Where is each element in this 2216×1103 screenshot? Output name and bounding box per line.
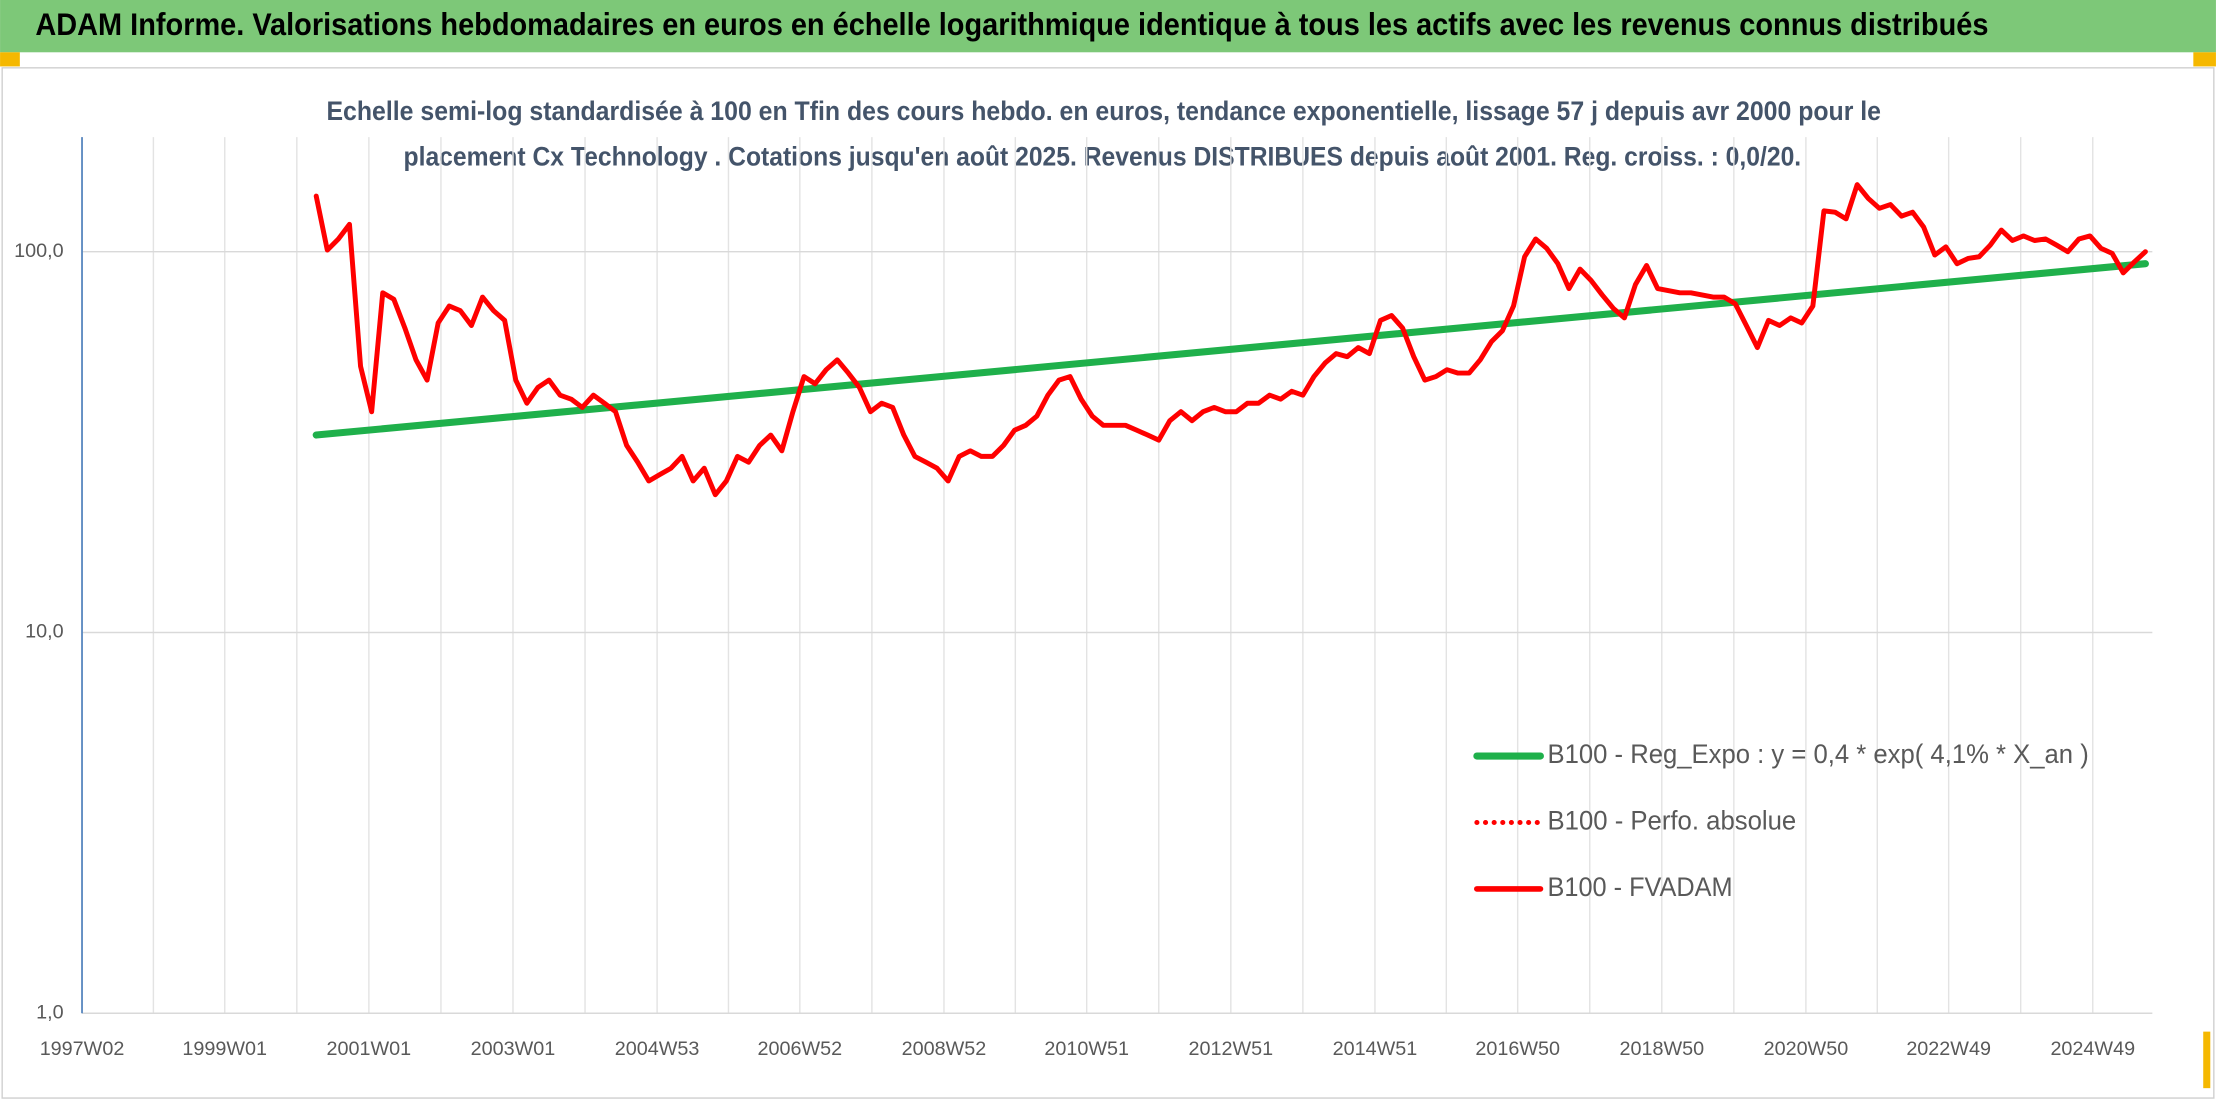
chart-subtitle: Echelle semi-log standardisée à 100 en T… xyxy=(327,96,1882,126)
y-tick-label: 100,0 xyxy=(14,240,63,262)
x-tick-label: 1997W02 xyxy=(40,1038,125,1060)
series-line xyxy=(313,182,2148,498)
legend-label: B100 - Perfo. absolue xyxy=(1548,806,1797,836)
x-tick-label: 2016W50 xyxy=(1475,1038,1560,1060)
x-tick-label: 2020W50 xyxy=(1764,1038,1849,1060)
x-tick-label: 2022W49 xyxy=(1906,1038,1991,1060)
legend-label: B100 - Reg_Expo : y = 0,4 * exp( 4,1% * … xyxy=(1548,739,2089,769)
page-title: ADAM Informe. Valorisations hebdomadaire… xyxy=(35,7,1988,42)
y-tick-label: 10,0 xyxy=(25,621,63,643)
x-tick-label: 2008W52 xyxy=(902,1038,987,1060)
plot-area xyxy=(312,182,2149,498)
legend-label: B100 - FVADAM xyxy=(1548,872,1733,902)
chart-subtitle: placement Cx Technology . Cotations jusq… xyxy=(404,141,1802,171)
x-tick-label: 2018W50 xyxy=(1619,1038,1704,1060)
corner-decoration xyxy=(2193,52,2216,67)
x-tick-label: 2024W49 xyxy=(2050,1038,2135,1060)
y-tick-label: 1,0 xyxy=(36,1001,63,1023)
x-tick-label: 2001W01 xyxy=(327,1038,412,1060)
grid: 1997W02 1999W01 2001W01 2003W01 2004W53 2006W… xyxy=(14,137,2153,1060)
series-line xyxy=(312,260,2149,439)
header-band xyxy=(0,0,2216,53)
x-tick-label: 2003W01 xyxy=(471,1038,556,1060)
x-tick-label: 2014W51 xyxy=(1333,1038,1418,1060)
corner-decoration xyxy=(2203,1031,2211,1089)
corner-decoration xyxy=(0,52,20,67)
x-tick-label: 2012W51 xyxy=(1189,1038,1274,1060)
x-tick-label: 2010W51 xyxy=(1044,1038,1129,1060)
chart-frame xyxy=(1,67,2215,1099)
x-tick-label: 2006W52 xyxy=(758,1038,843,1060)
x-tick-label: 2004W53 xyxy=(615,1038,700,1060)
x-tick-label: 1999W01 xyxy=(182,1038,267,1060)
legend: B100 - Reg_Expo : y = 0,4 * exp( 4,1% * … xyxy=(1473,739,2089,902)
